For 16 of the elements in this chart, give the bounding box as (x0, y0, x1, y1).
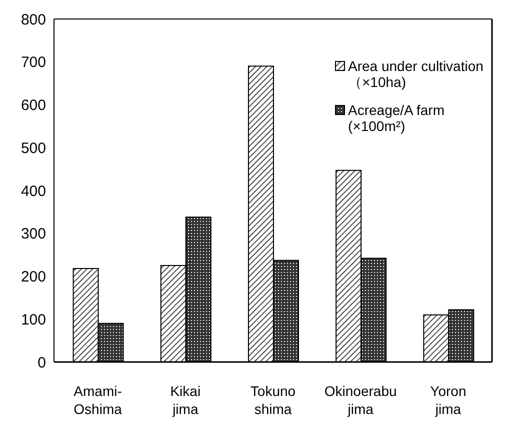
legend-label: Acreage/A farm (×100m²) (348, 102, 446, 134)
x-tick-label: Yoron jima (430, 383, 466, 417)
x-tick-label: Kikai jima (170, 383, 201, 417)
x-tick-label: Okinoerabu jima (324, 383, 397, 417)
y-tick-label: 400 (20, 182, 46, 200)
y-tick-label: 700 (20, 54, 46, 72)
y-tick-label: 800 (20, 11, 46, 28)
x-tick-label: Tokuno shima (250, 383, 296, 417)
y-tick-label: 500 (20, 140, 46, 157)
y-tick-label: 200 (20, 268, 46, 286)
y-tick-label: 300 (20, 226, 46, 243)
legend-label: Area under cultivation（×10ha) (348, 58, 484, 92)
y-tick-label: 0 (38, 354, 46, 372)
y-tick-label: 600 (20, 97, 46, 114)
x-tick-label: Amami- Oshima (74, 383, 122, 417)
y-tick-label: 100 (20, 311, 46, 328)
